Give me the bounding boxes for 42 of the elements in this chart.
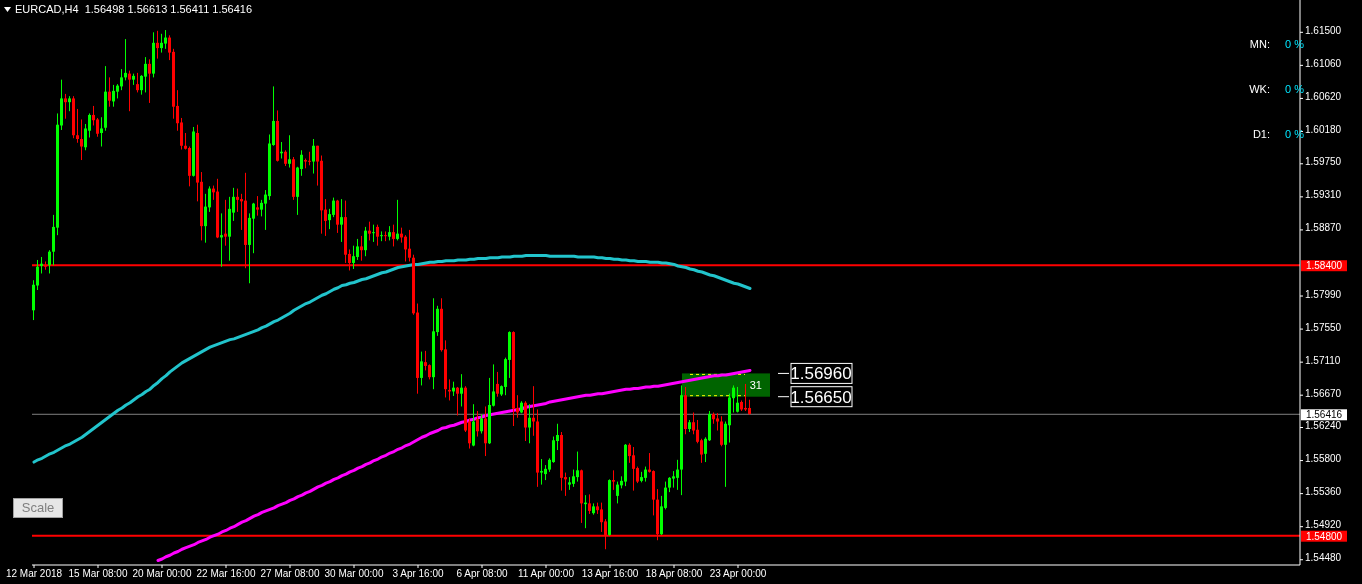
- y-tick-label: 1.60180: [1305, 124, 1342, 136]
- x-tick-label: 13 Apr 16:00: [581, 568, 639, 580]
- text: 0 %: [1285, 38, 1305, 50]
- ref-line-label: 1.56416: [1305, 409, 1343, 421]
- x-tick-label: 30 Mar 00:00: [324, 568, 384, 580]
- x-tick-label: 12 Mar 2018: [5, 568, 63, 580]
- text: 0 %: [1285, 83, 1304, 95]
- band-label: 31: [749, 378, 762, 391]
- text: D1:: [1251, 128, 1270, 140]
- y-tick-label: 1.55360: [1305, 486, 1342, 498]
- text: MN:: [1248, 38, 1270, 50]
- text: WK:: [1248, 83, 1270, 95]
- y-tick-label: 1.56670: [1305, 387, 1342, 399]
- chart-title: EURCAD,H4 1.56498 1.56613 1.56411 1.56416: [15, 3, 253, 15]
- ref-line-label: 1.58400: [1305, 260, 1343, 272]
- y-tick-label: 1.55800: [1305, 453, 1342, 465]
- y-tick-label: 1.60620: [1305, 90, 1342, 102]
- scale-button: Scale: [13, 498, 63, 518]
- y-tick-label: 1.61060: [1305, 57, 1342, 69]
- y-tick-label: 1.54480: [1305, 552, 1342, 564]
- y-tick-label: 1.56240: [1305, 420, 1342, 432]
- x-tick-label: 27 Mar 08:00: [260, 568, 320, 580]
- y-tick-label: 1.54920: [1305, 519, 1342, 531]
- text: 1.56650: [790, 387, 852, 407]
- y-tick-label: 1.58870: [1305, 222, 1342, 234]
- ref-line-label: 1.54800: [1305, 530, 1343, 542]
- y-tick-label: 1.57990: [1305, 288, 1342, 300]
- y-tick-label: 1.57110: [1305, 354, 1341, 366]
- x-tick-label: 15 Mar 08:00: [68, 568, 128, 580]
- x-tick-label: 20 Mar 00:00: [132, 568, 192, 580]
- text: 0 %: [1285, 128, 1304, 140]
- x-tick-label: 11 Apr 00:00: [518, 568, 575, 580]
- y-tick-label: 1.61500: [1305, 24, 1342, 36]
- y-tick-label: 1.57550: [1305, 321, 1342, 333]
- y-tick-label: 1.59310: [1305, 189, 1342, 201]
- y-tick-label: 1.59750: [1305, 156, 1342, 168]
- x-tick-label: 3 Apr 16:00: [392, 568, 445, 580]
- x-tick-label: 22 Mar 16:00: [196, 568, 256, 580]
- text: 1.56960: [790, 364, 852, 384]
- x-tick-label: 23 Apr 00:00: [709, 568, 767, 580]
- x-tick-label: 6 Apr 08:00: [456, 568, 509, 580]
- x-tick-label: 18 Apr 08:00: [645, 568, 703, 580]
